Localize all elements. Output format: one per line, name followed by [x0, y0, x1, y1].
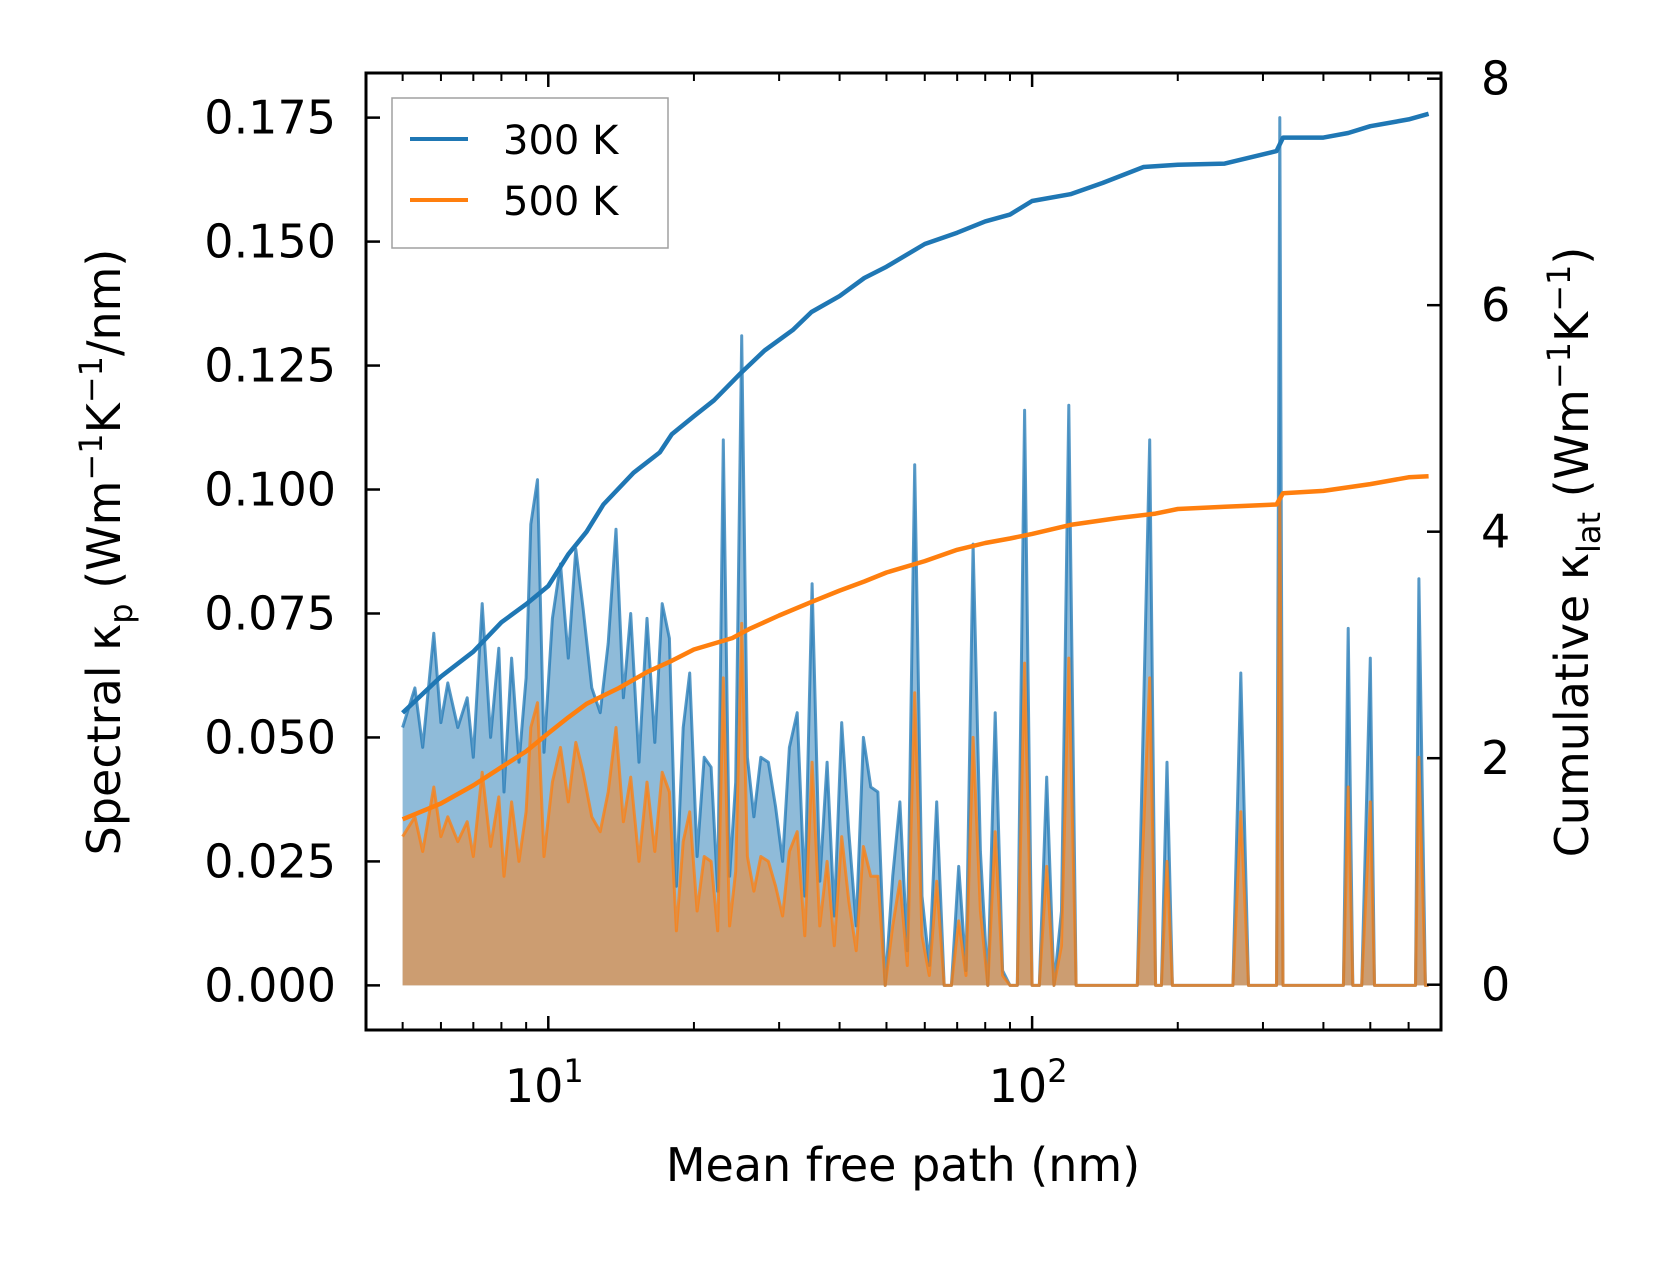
right-y-tick-label: 4: [1481, 505, 1510, 559]
legend: 300 K 500 K: [391, 97, 669, 249]
right-y-tick-label: 8: [1481, 52, 1510, 106]
right-y-label-superscript-1: −1: [1540, 342, 1578, 389]
left-y-tick-label: 0.025: [204, 834, 336, 888]
plot-area: [401, 111, 1430, 987]
left-y-axis-label: Spectral κp (Wm−1K−1/nm): [72, 249, 140, 856]
left-y-label-part-4: /nm): [77, 249, 131, 356]
legend-label-300k: 300 K: [503, 118, 620, 164]
x-tick-label-base: 10: [989, 1059, 1048, 1113]
legend-label-500k: 500 K: [503, 179, 620, 225]
plot-frame: [364, 71, 1443, 1032]
left-y-label-part-1: Spectral κ: [77, 624, 131, 856]
left-y-tick-label: 0.125: [204, 339, 336, 393]
right-y-tick-label: 0: [1481, 958, 1510, 1012]
left-y-label-superscript-2: −1: [72, 356, 110, 403]
right-y-tick-label: 2: [1481, 731, 1510, 785]
left-y-label-subscript: p: [102, 603, 140, 623]
left-y-tick-label: 0.000: [204, 958, 336, 1012]
x-tick-label-exponent: 1: [563, 1052, 583, 1090]
legend-box: [391, 97, 669, 249]
left-y-tick-label: 0.150: [204, 215, 336, 269]
left-y-tick-label: 0.100: [204, 463, 336, 517]
right-y-label-superscript-2: −1: [1540, 265, 1578, 312]
spectral-line-500k: [401, 497, 1429, 987]
left-y-tick-label: 0.050: [204, 710, 336, 764]
right-y-label-part-2: (Wm: [1545, 389, 1599, 512]
right-y-label-part-3: K: [1545, 310, 1599, 342]
x-tick-label: 102: [989, 1052, 1068, 1113]
x-axis-ticks: 101 102: [401, 73, 1442, 1113]
left-y-label-superscript-1: −1: [72, 433, 110, 480]
right-y-label-part-4: ): [1545, 247, 1599, 265]
x-tick-label-base: 10: [505, 1059, 564, 1113]
x-axis-label: Mean free path (nm): [666, 1138, 1140, 1192]
left-y-label-part-2: (Wm: [77, 481, 131, 604]
spectral-lines-layer: [401, 116, 1429, 987]
x-tick-label-exponent: 2: [1047, 1052, 1067, 1090]
right-y-tick-label: 6: [1481, 278, 1510, 332]
right-y-label-part-1: Cumulative κ: [1545, 553, 1599, 857]
left-y-tick-label: 0.075: [204, 586, 336, 640]
left-y-axis-ticks: 0.000 0.025 0.050 0.075 0.100 0.125 0.150 0.175: [204, 91, 380, 1012]
right-y-axis-label: Cumulative κlat (Wm−1K−1): [1540, 247, 1608, 858]
right-y-axis-ticks: 0 2 4 6 8: [1427, 52, 1510, 1012]
right-y-label-subscript: lat: [1570, 512, 1608, 553]
left-y-tick-label: 0.175: [204, 91, 336, 145]
left-y-label-part-3: K: [77, 401, 131, 433]
cumulative-line-500k: [401, 473, 1429, 822]
cumulative-lines-layer: [401, 111, 1430, 822]
cumulative-line-300k: [401, 111, 1430, 715]
x-tick-label: 101: [505, 1052, 584, 1113]
